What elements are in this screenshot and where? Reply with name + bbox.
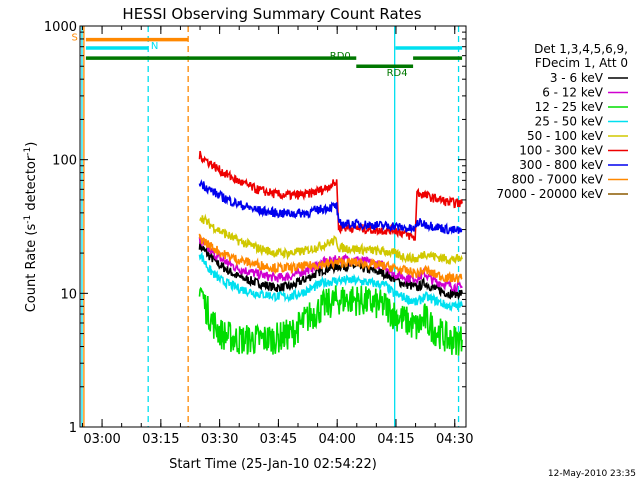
legend-label-3: 25 - 50 keV <box>535 115 604 129</box>
legend-label-7: 800 - 7000 keV <box>512 173 604 187</box>
x-tick-label-2: 03:30 <box>201 432 238 447</box>
series-line-5 <box>198 150 463 241</box>
series-line-6 <box>198 179 463 235</box>
attenuator-bars: S N RD0 RD4 <box>72 33 463 79</box>
plot-frame <box>79 25 467 428</box>
legend-label-0: 3 - 6 keV <box>550 71 604 85</box>
x-tick-label-6: 04:30 <box>436 432 473 447</box>
legend: Det 1,3,4,5,6,9, FDecim 1, Att 0 3 - 6 k… <box>496 42 628 201</box>
y-tick-label-0: 1 <box>69 421 77 436</box>
x-tick-label-5: 04:15 <box>377 432 414 447</box>
y-tick-label-3: 1000 <box>44 20 77 35</box>
series-line-3 <box>198 251 463 313</box>
y-axis: 1 10 100 1000 <box>44 20 466 436</box>
annotation-label-n: N <box>151 41 158 52</box>
x-axis: 03:00 03:15 03:30 03:45 04:00 04:15 04:30 <box>81 26 473 447</box>
y-axis-label-main: Count Rate (s <box>24 224 39 313</box>
y-axis-label: Count Rate (s-1 detector-1) <box>23 142 39 313</box>
legend-label-2: 12 - 25 keV <box>535 100 604 114</box>
footer-timestamp: 12-May-2010 23:35 <box>548 469 636 479</box>
y-axis-label-sup1: -1 <box>23 215 33 224</box>
y-axis-label-mid: detector <box>24 155 39 215</box>
annotation-label-rd0: RD0 <box>330 51 351 62</box>
x-tick-label-4: 04:00 <box>318 432 355 447</box>
legend-label-5: 100 - 300 keV <box>519 144 603 158</box>
series-layer <box>198 150 463 356</box>
y-axis-label-end: ) <box>24 142 39 147</box>
legend-header-line-2: FDecim 1, Att 0 <box>535 56 628 70</box>
x-tick-label-1: 03:15 <box>142 432 179 447</box>
series-line-1 <box>198 237 463 293</box>
y-tick-label-2: 100 <box>52 154 77 169</box>
legend-label-8: 7000 - 20000 keV <box>496 187 603 201</box>
legend-label-6: 300 - 800 keV <box>519 158 603 172</box>
annotation-label-rd4: RD4 <box>387 68 408 79</box>
annotation-label-s: S <box>72 33 78 44</box>
legend-label-4: 50 - 100 keV <box>527 129 604 143</box>
x-tick-label-3: 03:45 <box>260 432 297 447</box>
x-tick-label-0: 03:00 <box>83 432 120 447</box>
chart-title: HESSI Observing Summary Count Rates <box>122 5 421 23</box>
series-line-7 <box>198 233 463 283</box>
legend-label-1: 6 - 12 keV <box>542 86 604 100</box>
y-axis-label-sup2: -1 <box>23 147 33 156</box>
series-line-4 <box>199 213 463 266</box>
x-axis-label: Start Time (25-Jan-10 02:54:22) <box>169 457 377 472</box>
series-line-0 <box>198 241 463 301</box>
series-line-2 <box>198 285 463 356</box>
legend-header-line-1: Det 1,3,4,5,6,9, <box>534 42 628 56</box>
y-tick-label-1: 10 <box>60 287 77 302</box>
